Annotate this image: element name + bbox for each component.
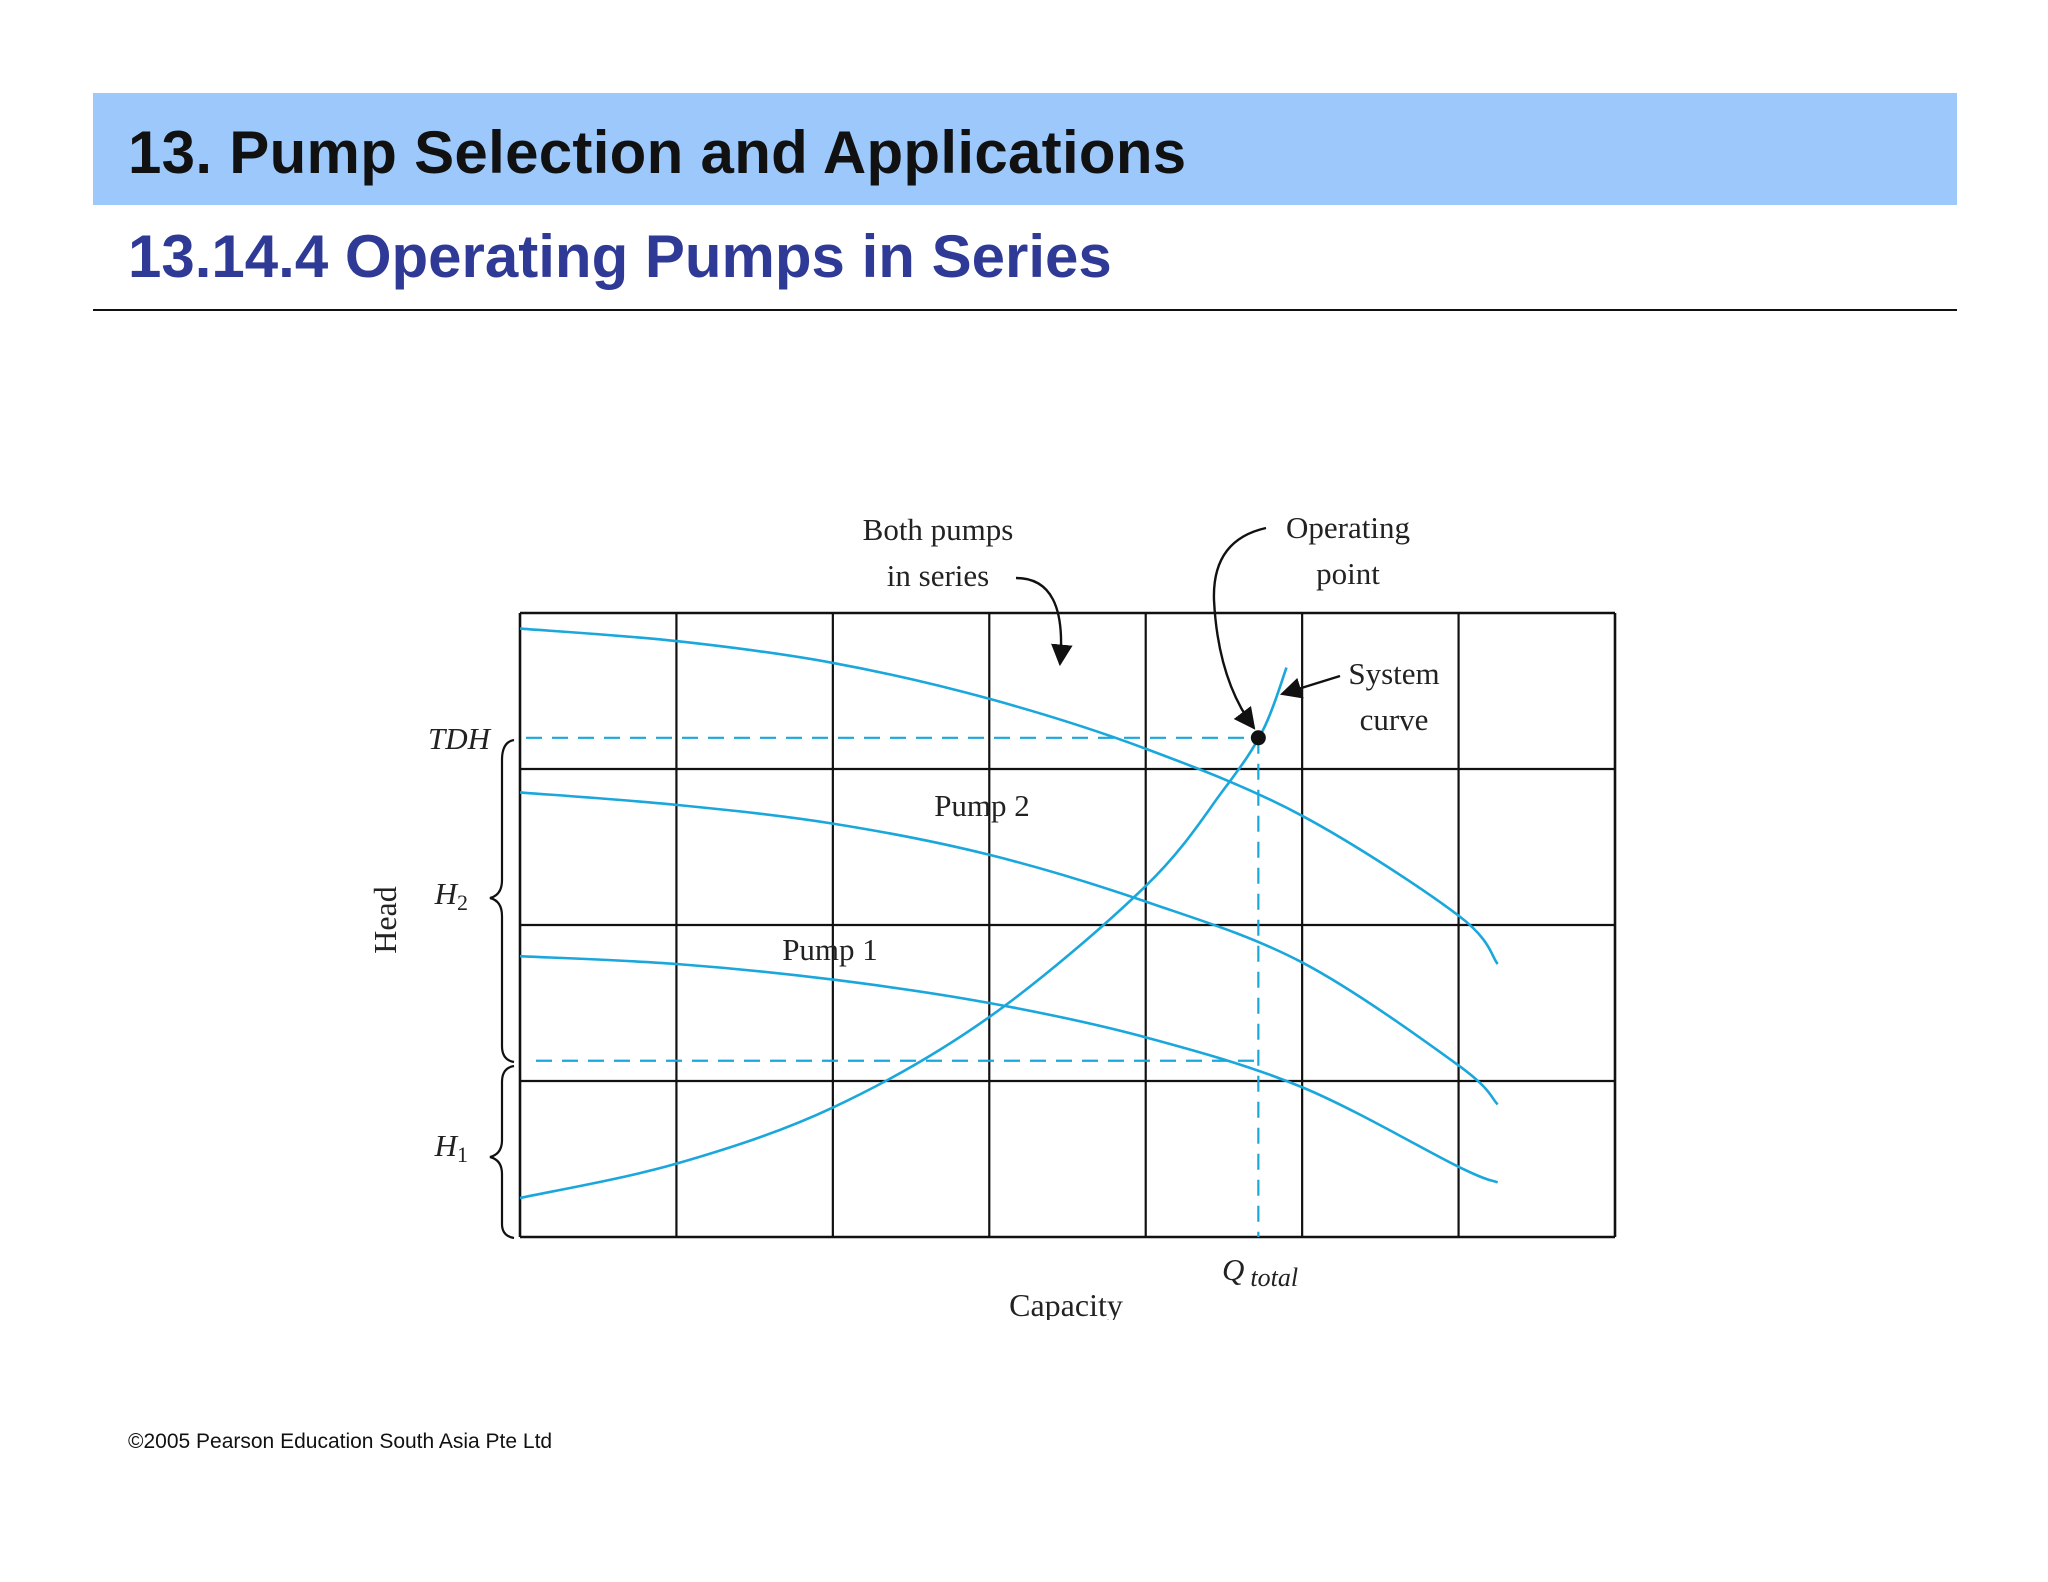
h2-subscript: 2 (457, 890, 468, 915)
y-axis-label: Head (367, 886, 403, 954)
h2-bracket (489, 738, 515, 1064)
chart-svg: Both pumps in series Operating point Sys… (367, 510, 1617, 1320)
x-axis-label: Capacity (1009, 1287, 1123, 1320)
annotation-system-line1: System (1348, 656, 1439, 691)
copyright-notice: ©2005 Pearson Education South Asia Pte L… (128, 1430, 553, 1453)
page-title: 13. Pump Selection and Applications (128, 119, 1187, 186)
q-total-main: Q (1222, 1252, 1244, 1287)
annotation-system-line2: curve (1360, 702, 1429, 737)
both-pumps-arrow (1015, 576, 1073, 667)
operating-point-marker (1250, 730, 1266, 746)
annotation-operating-line2: point (1316, 556, 1380, 591)
h2-main: H (434, 876, 459, 911)
title-divider (93, 309, 1957, 311)
h1-bracket (489, 1064, 515, 1240)
h1-subscript: 1 (457, 1142, 468, 1167)
both-pumps-curve (519, 627, 1499, 965)
title-bar (93, 93, 1957, 205)
q-total-subscript: total (1250, 1263, 1298, 1292)
annotation-operating-line1: Operating (1286, 510, 1410, 545)
section-subtitle: 13.14.4 Operating Pumps in Series (128, 223, 1112, 290)
pump-series-chart: Both pumps in series Operating point Sys… (300, 320, 1750, 1320)
pump-1-curve (519, 954, 1499, 1184)
pump-2-curve (519, 791, 1499, 1106)
operating-point-arrow (1212, 526, 1267, 730)
series-label-pump-1: Pump 1 (782, 932, 878, 967)
annotation-both-pumps-line1: Both pumps (863, 512, 1014, 547)
h1-main: H (434, 1128, 459, 1163)
system-curve (519, 667, 1288, 1200)
tdh-label: TDH (428, 721, 492, 756)
annotation-both-pumps-line2: in series (887, 558, 989, 593)
h2-label: H2 (434, 876, 468, 915)
series-label-pump-2: Pump 2 (934, 788, 1030, 823)
h1-label: H1 (434, 1128, 468, 1167)
system-curve-arrow (1279, 674, 1341, 699)
